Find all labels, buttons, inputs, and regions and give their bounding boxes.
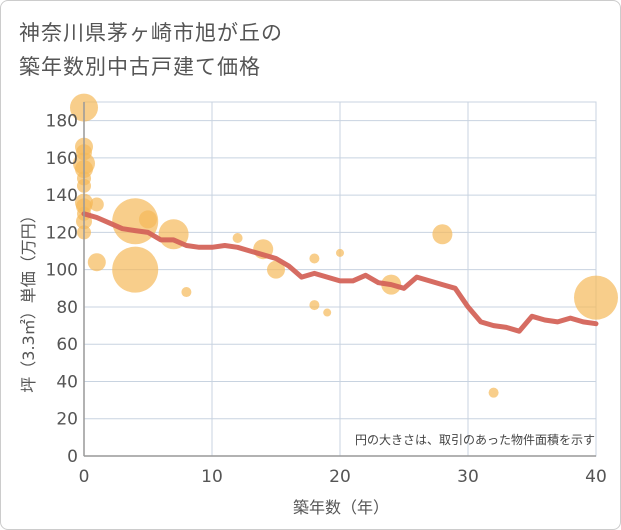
bubble-size-note: 円の大きさは、取引のあった物件面積を示す: [355, 432, 595, 447]
data-point-bubble: [232, 233, 243, 244]
data-point-bubble: [323, 308, 332, 317]
data-point-bubble: [432, 224, 453, 245]
average-line-layer: [81, 211, 599, 334]
data-point-bubble: [139, 210, 157, 229]
y-tick-label: 0: [67, 447, 78, 467]
data-point-bubble: [267, 260, 285, 279]
data-point-bubble: [87, 253, 106, 272]
axis-layer: [83, 102, 596, 457]
x-tick-label: 10: [201, 467, 223, 487]
y-tick-label: 60: [56, 335, 78, 355]
y-tick-label: 120: [46, 223, 78, 243]
data-point-bubble: [309, 300, 320, 311]
y-tick-label: 180: [46, 112, 78, 132]
y-tick-label: 100: [46, 261, 78, 281]
chart-title: 神奈川県茅ヶ崎市旭が丘の 築年数別中古戸建て価格: [19, 16, 283, 84]
tick-label-layer: 0 20 40 60 80 100 120 140 160 180 0 10 20 30 40: [46, 112, 607, 487]
bubble-layer: [70, 93, 618, 398]
y-tick-label: 20: [56, 410, 78, 430]
data-point-bubble: [89, 197, 104, 212]
y-tick-label: 40: [56, 372, 78, 392]
data-point-bubble: [181, 287, 192, 298]
data-point-bubble: [488, 387, 499, 398]
x-axis-title: 築年数（年）: [293, 498, 389, 517]
y-tick-label: 80: [56, 298, 78, 318]
average-price-line: [81, 211, 599, 334]
y-tick-label: 160: [46, 149, 78, 169]
y-axis-title: 坪（3.3㎡）単価（万円）: [19, 207, 38, 392]
x-tick-label: 20: [329, 467, 351, 487]
chart-title-line-1: 神奈川県茅ヶ崎市旭が丘の: [19, 21, 283, 45]
data-point-bubble: [336, 248, 344, 257]
chart-title-line-2: 築年数別中古戸建て価格: [19, 55, 261, 79]
data-point-bubble: [574, 275, 618, 320]
data-point-bubble: [309, 253, 320, 264]
x-tick-label: 0: [79, 467, 90, 487]
data-point-bubble: [112, 246, 159, 293]
x-tick-label: 30: [457, 467, 479, 487]
grid-layer: [83, 101, 597, 457]
y-tick-label: 140: [46, 186, 78, 206]
x-tick-label: 40: [585, 467, 607, 487]
